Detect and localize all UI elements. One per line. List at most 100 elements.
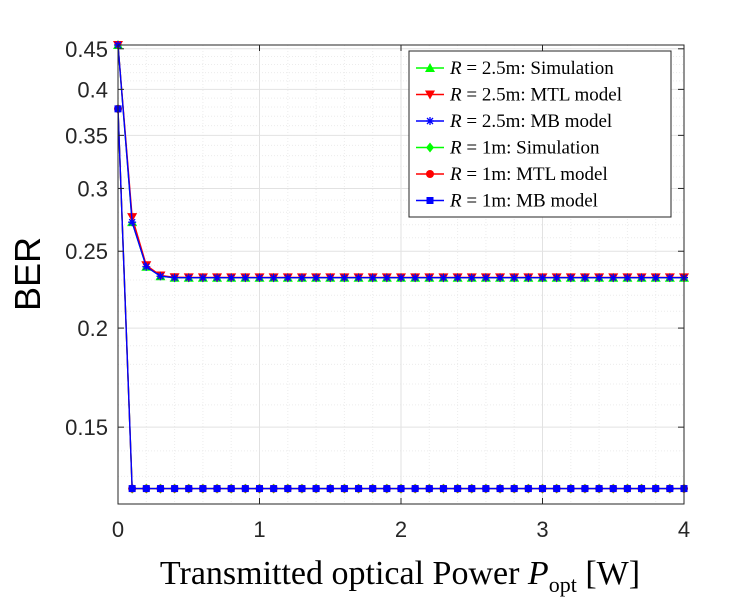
data-point [454,485,462,493]
data-point [524,485,532,493]
data-point [426,142,434,153]
data-point [524,273,533,282]
data-point [426,197,434,204]
data-point [510,273,519,282]
data-point [128,218,137,227]
legend-label-var: R [449,111,462,132]
legend-label-text: = 1m: MB model [462,191,598,212]
data-point [227,273,236,282]
y-tick-label: 0.4 [77,77,108,102]
data-point [595,273,604,282]
series-layer [113,40,689,494]
data-point [425,63,435,72]
legend-entry: R = 1m: Simulation [416,138,600,159]
data-point [227,485,235,493]
data-point [297,273,306,282]
data-point [184,273,193,282]
y-axis-label: BER [7,237,48,311]
data-point [369,485,377,493]
data-point [170,273,179,282]
data-point [283,273,292,282]
data-point [156,485,164,493]
data-point [623,485,631,493]
data-point [128,485,136,493]
data-point [609,485,617,493]
legend-label-text: = 1m: Simulation [462,138,600,159]
legend-label: R = 2.5m: Simulation [449,58,614,79]
data-point [580,273,589,282]
data-point [623,273,632,282]
data-point [652,485,660,493]
data-point [411,485,419,493]
legend-entry: R = 2.5m: Simulation [416,58,614,79]
legend-label-text: = 2.5m: MB model [462,111,613,132]
y-tick-label: 0.45 [65,37,108,62]
data-point [581,485,589,493]
data-point [426,170,434,178]
data-point [552,273,561,282]
y-tick-label: 0.25 [65,239,108,264]
data-point [553,485,561,493]
data-point [538,273,547,282]
data-point [382,273,391,282]
x-tick-label: 4 [678,517,690,542]
data-point [637,273,646,282]
x-axis-label-var: P [527,555,549,592]
x-axis-label-unit: [W] [577,555,640,592]
legend-label-var: R [449,58,462,79]
data-point [383,485,391,493]
data-point [425,90,435,100]
data-point [312,273,321,282]
data-point [453,273,462,282]
x-tick-label: 2 [395,517,407,542]
data-point [411,273,420,282]
legend-label-text: = 2.5m: Simulation [462,58,615,79]
data-point [510,485,518,493]
data-point [298,485,306,493]
data-point [481,273,490,282]
x-tick-label: 0 [112,517,124,542]
legend-label-var: R [449,191,462,212]
data-point [340,485,348,493]
data-point [482,485,490,493]
data-point [354,273,363,282]
data-point [156,272,165,281]
x-tick-label: 1 [253,517,265,542]
x-tick-labels: 0 1 2 3 4 [112,517,690,542]
data-point [326,485,334,493]
data-point [213,273,222,282]
x-tick-label: 3 [536,517,548,542]
data-point [425,273,434,282]
legend-label: R = 1m: MB model [449,191,598,212]
data-point [439,273,448,282]
data-point [467,273,476,282]
data-point [270,485,278,493]
data-point [142,485,150,493]
y-tick-label: 0.3 [77,176,108,201]
data-point [638,485,646,493]
data-point [256,485,263,493]
data-point [439,485,447,493]
legend-label-var: R [449,85,462,106]
series-6 [114,105,688,493]
data-point [468,485,476,493]
legend-label-text: = 1m: MTL model [462,164,608,185]
legend-label: R = 2.5m: MB model [449,111,612,132]
data-point [426,117,434,125]
data-point [355,485,363,493]
data-point [368,273,377,282]
y-tick-label: 0.15 [65,415,108,440]
data-point [269,273,278,282]
legend-label: R = 1m: MTL model [449,164,608,185]
data-point [567,485,575,493]
legend-entry: R = 2.5m: MB model [416,111,612,132]
data-point [496,485,504,493]
data-point [198,273,207,282]
data-point [566,273,575,282]
data-point [651,273,660,282]
data-point [142,262,151,271]
data-point [312,485,320,493]
legend-entry: R = 1m: MTL model [416,164,608,185]
tick-marks [117,45,685,504]
